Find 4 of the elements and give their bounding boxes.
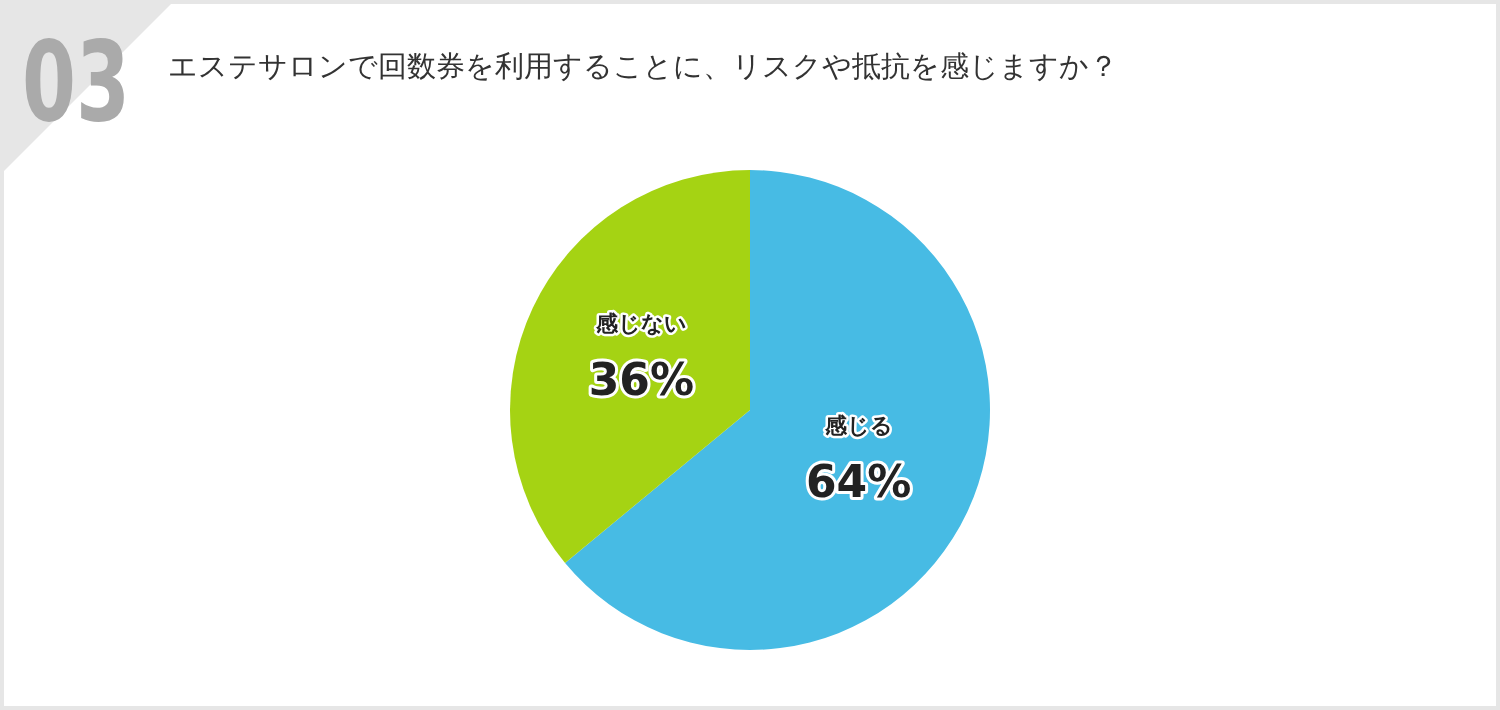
- data-label: 36%: [588, 353, 695, 405]
- slice-label: 感じない: [594, 310, 687, 336]
- data-label: 64%: [805, 456, 912, 508]
- slice-label: 感じる: [823, 413, 893, 439]
